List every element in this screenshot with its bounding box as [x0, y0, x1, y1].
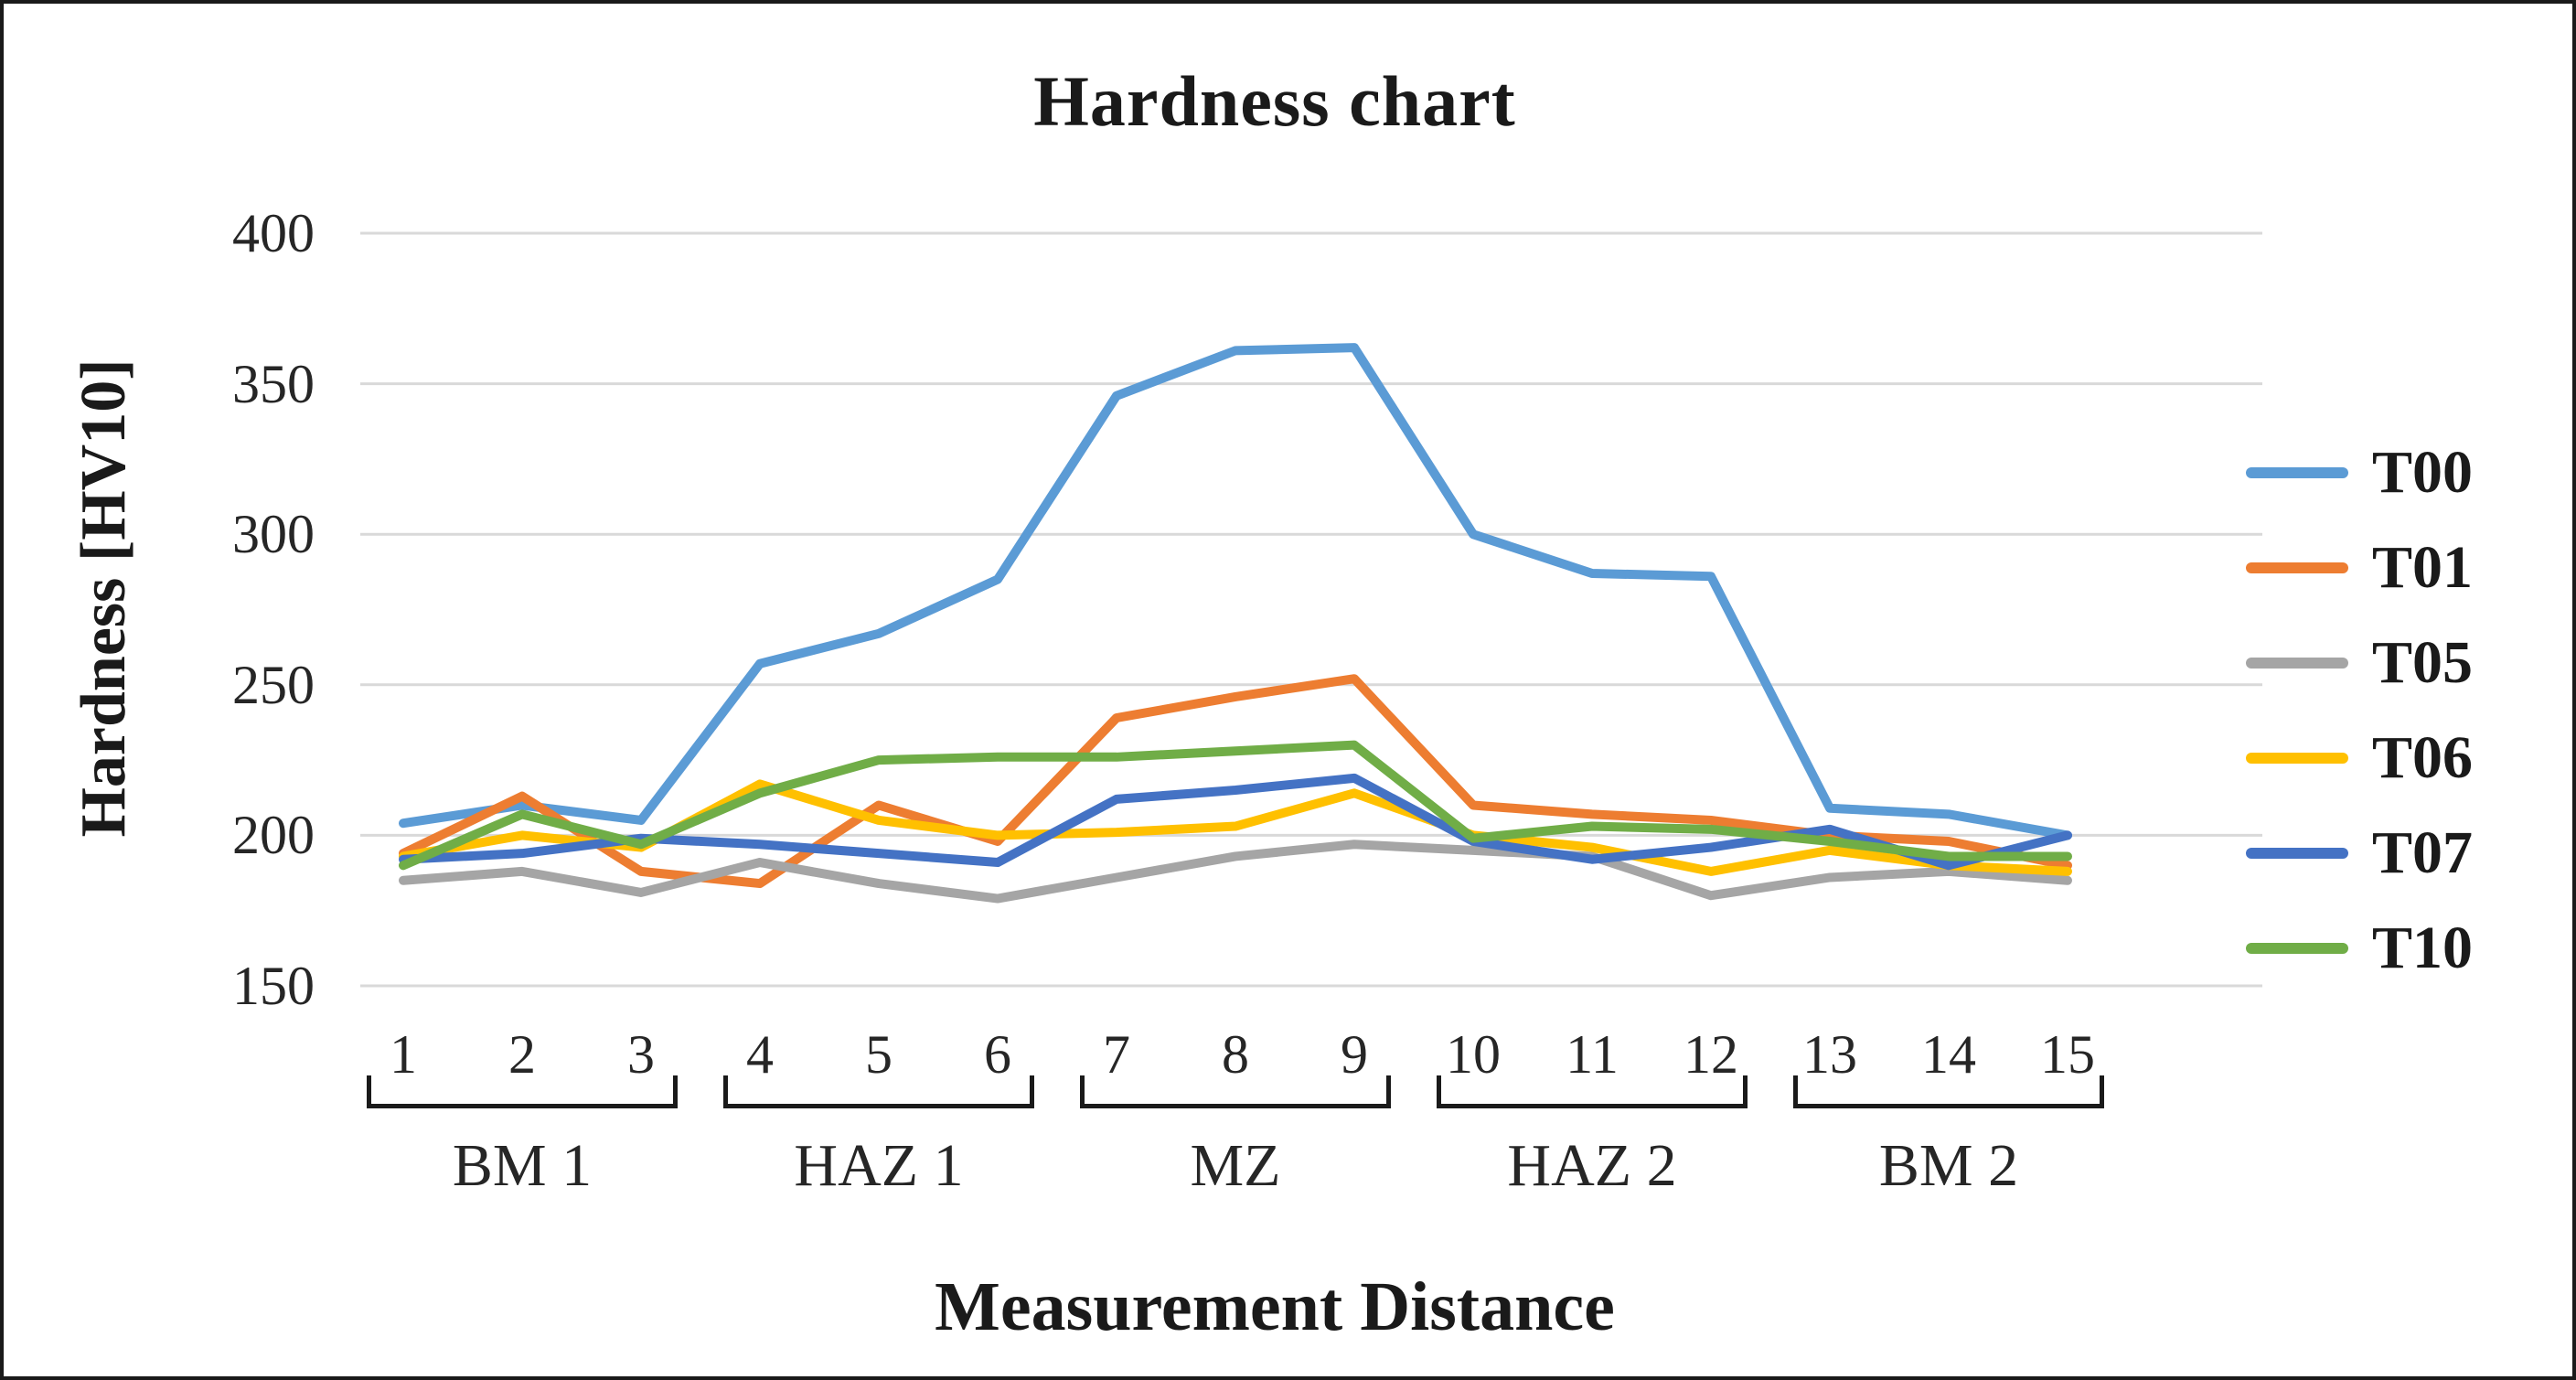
legend-label-T01: T01 [2372, 534, 2474, 601]
group-bracket-bm-2 [1793, 1075, 2104, 1108]
series-line-T00 [399, 343, 2072, 840]
x-tick-label-3: 3 [627, 1024, 655, 1085]
x-tick-label-11: 11 [1566, 1024, 1619, 1085]
y-tick-label-300: 300 [232, 504, 315, 565]
x-tick-label-5: 5 [865, 1024, 893, 1085]
x-tick-label-2: 2 [508, 1024, 536, 1085]
legend-swatch-T07 [2246, 848, 2348, 859]
x-tick-label-13: 13 [1802, 1024, 1857, 1085]
x-tick-label-15: 15 [2040, 1024, 2095, 1085]
x-tick-label-9: 9 [1341, 1024, 1368, 1085]
group-bracket-haz-1 [723, 1075, 1034, 1108]
group-label-haz-1: HAZ 1 [794, 1132, 964, 1199]
legend-swatch-T01 [2246, 562, 2348, 573]
legend-label-T10: T10 [2372, 915, 2474, 981]
group-label-bm-2: BM 2 [1878, 1132, 2019, 1199]
x-tick-label-12: 12 [1683, 1024, 1738, 1085]
y-tick-label-150: 150 [232, 956, 315, 1016]
series-line-T05 [399, 840, 2072, 904]
legend-label-T00: T00 [2372, 439, 2474, 506]
series-line-T01 [399, 674, 2072, 889]
x-tick-label-8: 8 [1222, 1024, 1249, 1085]
series-line-T10 [399, 740, 2072, 871]
x-tick-label-14: 14 [1921, 1024, 1976, 1085]
legend-swatch-T05 [2246, 658, 2348, 669]
group-bracket-haz-2 [1437, 1075, 1748, 1108]
y-tick-label-200: 200 [232, 805, 315, 866]
x-tick-label-1: 1 [390, 1024, 417, 1085]
chart-title: Hardness chart [1033, 61, 1516, 141]
legend-swatch-T00 [2246, 467, 2348, 478]
group-label-haz-2: HAZ 2 [1507, 1132, 1677, 1199]
legend-label-T06: T06 [2372, 724, 2474, 791]
group-bracket-mz [1080, 1075, 1391, 1108]
group-bracket-bm-1 [367, 1075, 678, 1108]
x-tick-label-10: 10 [1446, 1024, 1501, 1085]
x-tick-label-6: 6 [984, 1024, 1011, 1085]
legend-swatch-T10 [2246, 943, 2348, 954]
legend-swatch-T06 [2246, 753, 2348, 764]
x-tick-label-7: 7 [1103, 1024, 1130, 1085]
y-tick-label-400: 400 [232, 203, 315, 263]
group-label-mz: MZ [1190, 1132, 1281, 1199]
legend-label-T05: T05 [2372, 629, 2474, 696]
x-axis-title: Measurement Distance [935, 1268, 1615, 1345]
y-tick-label-250: 250 [232, 654, 315, 715]
legend-label-T07: T07 [2372, 819, 2474, 886]
y-tick-label-350: 350 [232, 353, 315, 414]
group-label-bm-1: BM 1 [452, 1132, 593, 1199]
plot-area [360, 231, 2262, 988]
x-tick-label-4: 4 [746, 1024, 774, 1085]
